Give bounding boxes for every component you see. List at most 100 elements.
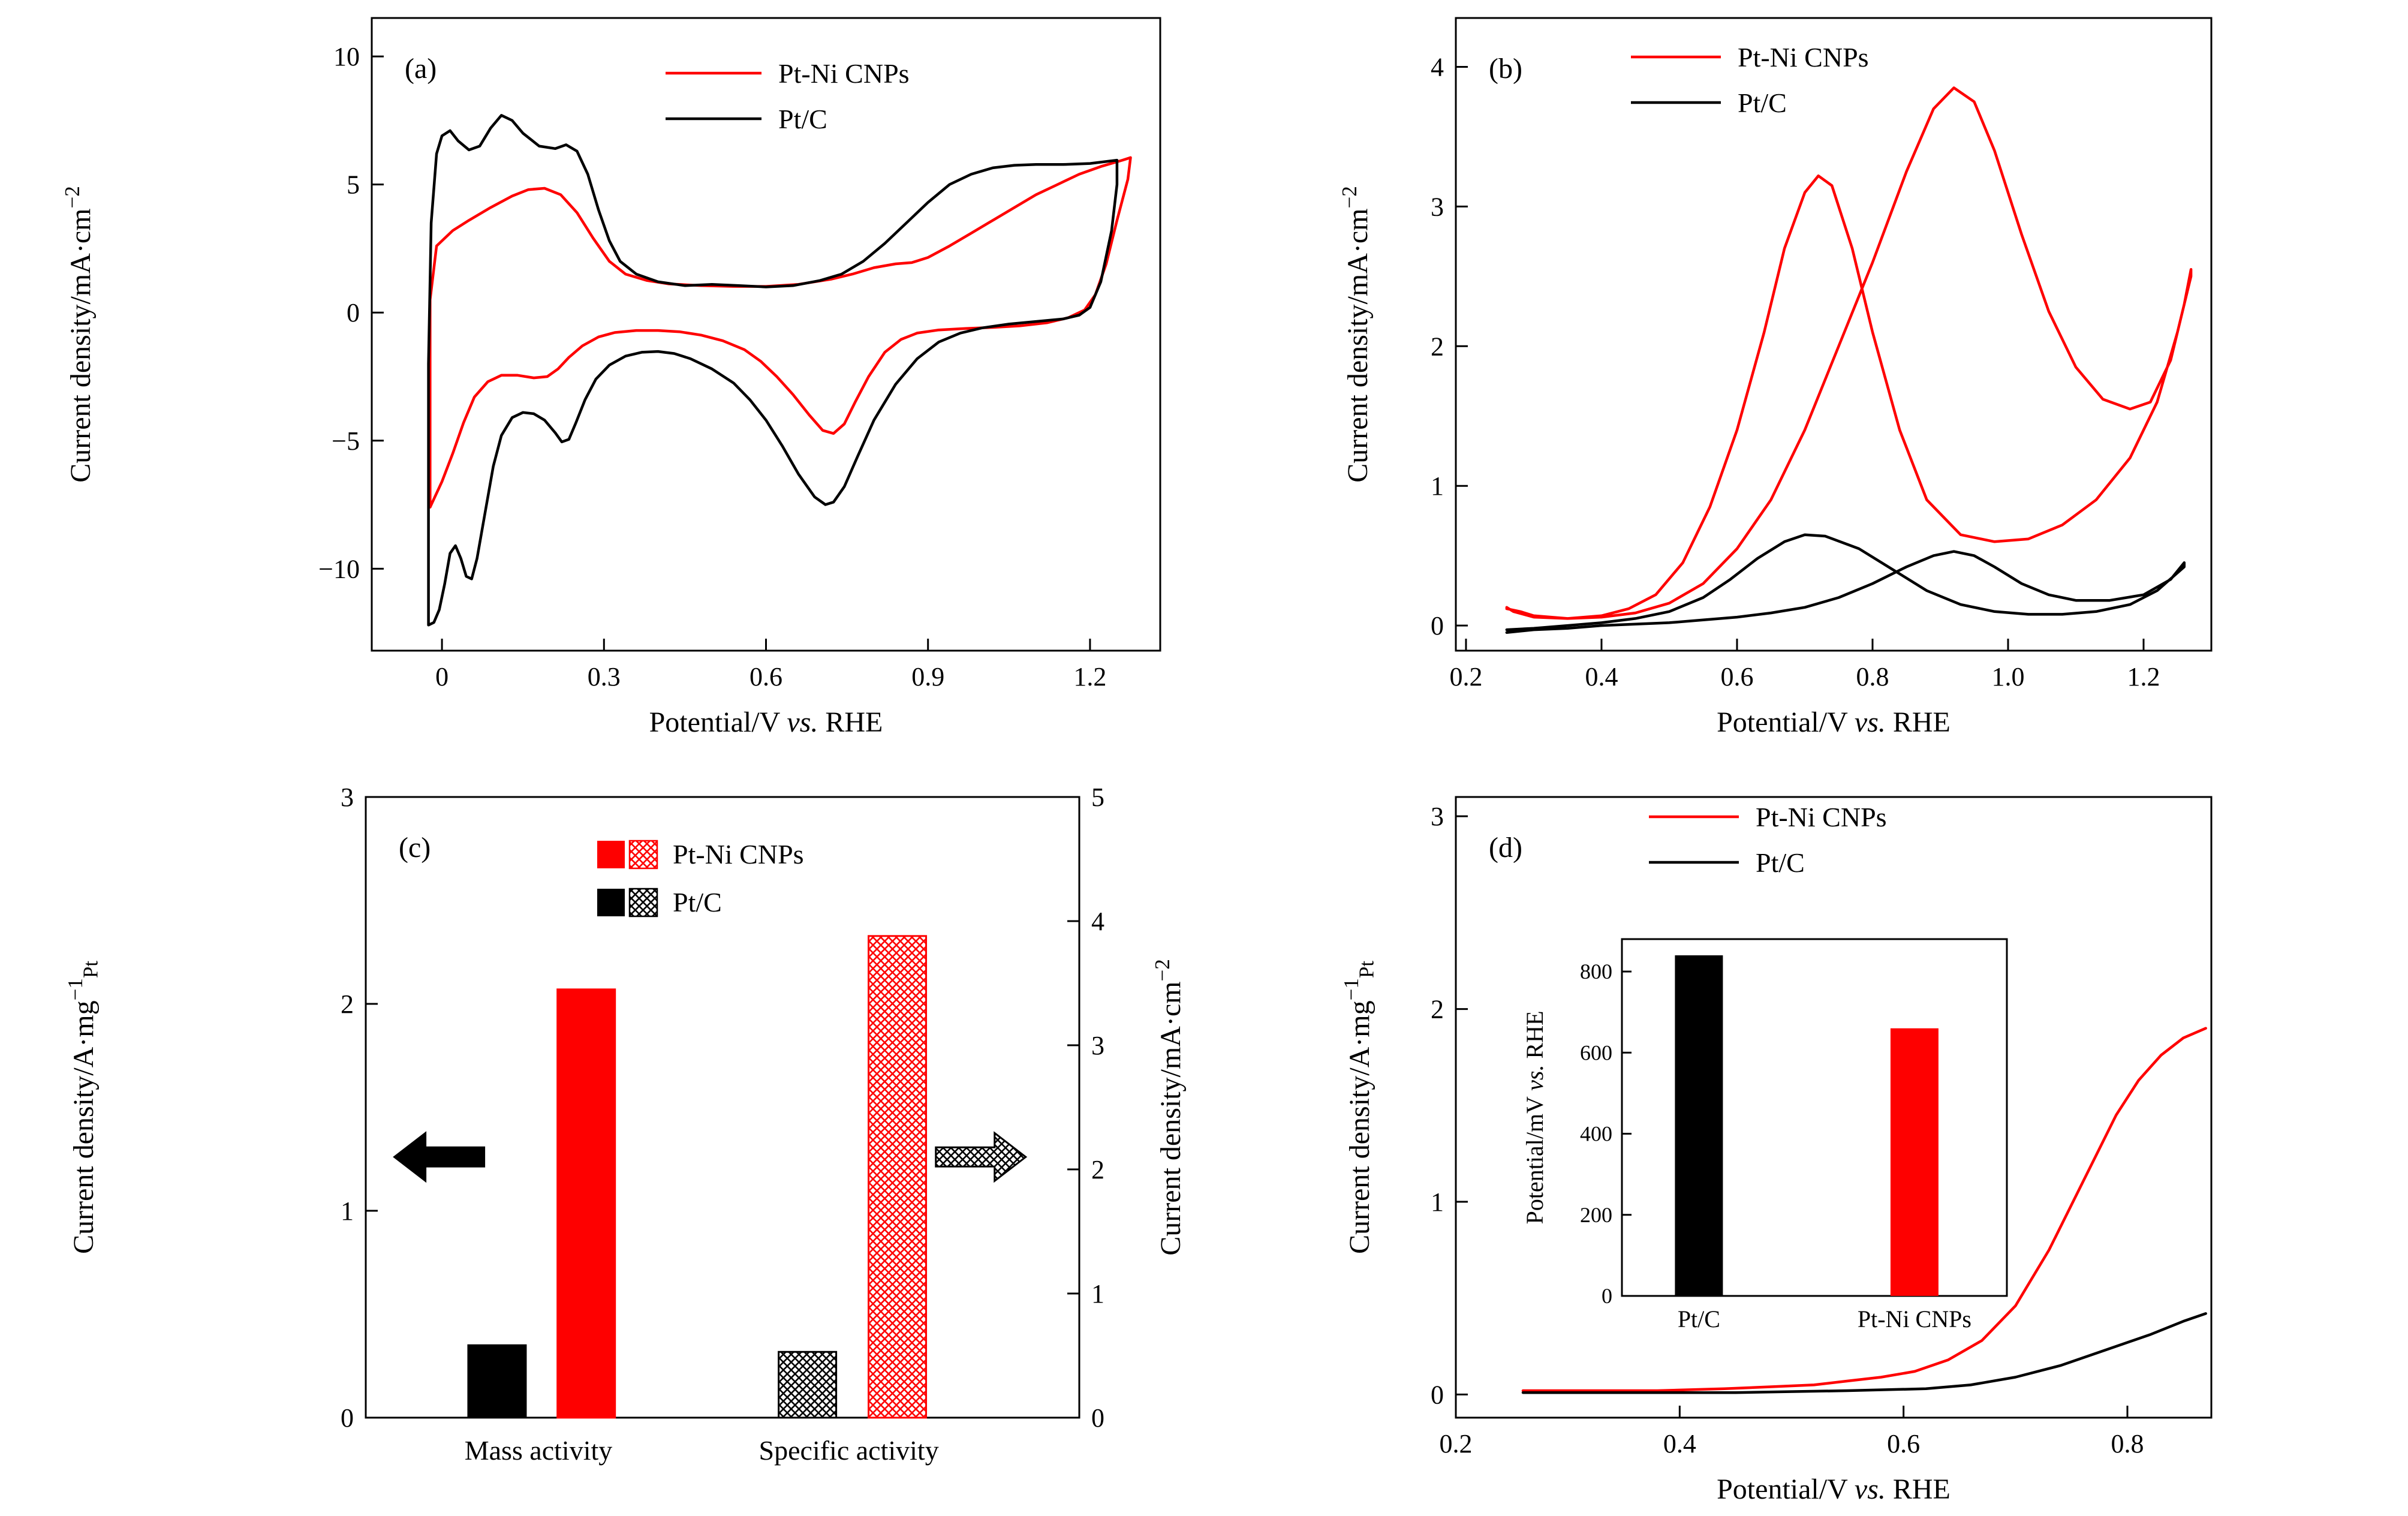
legend-label: Pt-Ni CNPs: [778, 58, 910, 89]
x-axis-label: Potential/V vs. RHE: [1717, 1473, 1951, 1505]
axes-frame: [371, 17, 1161, 652]
inset-y-tick-label: 800: [1580, 959, 1612, 983]
left-y-axis-label: Current density/A·mg−1Pt: [64, 961, 103, 1254]
axes-frame: [1455, 17, 2213, 652]
right-y-tick-label: 0: [1091, 1403, 1104, 1433]
legend-label: Pt-Ni CNPs: [1738, 42, 1869, 73]
right-y-tick-label: 1: [1091, 1279, 1104, 1309]
legend-swatch-solid-pt-c: [597, 889, 625, 916]
y-tick-label: 3: [1431, 802, 1444, 831]
panel-letter: (a): [405, 53, 437, 85]
x-tick-label: 0.8: [1856, 662, 1889, 691]
bar-specific-activity-pt-c: [778, 1350, 838, 1419]
y-tick-label: 0: [1431, 611, 1444, 640]
chart-d: (d) 0.2 0.4 0.6 0.8 0 1 2 3 Potential/V vs. RHE Cu…: [1340, 796, 2213, 1505]
left-y-tick-label: 2: [341, 989, 354, 1019]
left-y-tick-label: 0: [341, 1403, 354, 1433]
y-axis-label: Current density/mA·cm−2: [1338, 186, 1374, 483]
y-tick-label: 3: [1431, 192, 1444, 221]
series-line-pt-c: [427, 114, 1119, 627]
y-tick-label: −10: [318, 554, 360, 583]
chart-b: (b) 0.2 0.4 0.6 0.8 1.0 1.2 0 1 2 3 4 Potential/V vs…: [1338, 17, 2213, 738]
chart-a: (a) 0 0.3 0.6 0.9 1.2 −10 −5 0 5 10 Potential/V vs.…: [61, 17, 1161, 738]
y-tick-label: 2: [1431, 995, 1444, 1024]
x-tick-label: 0.6: [1887, 1429, 1920, 1458]
x-tick-label: 0.4: [1585, 662, 1618, 691]
inset-category-label: Pt-Ni CNPs: [1858, 1306, 1971, 1332]
legend-label: Pt-Ni CNPs: [673, 839, 804, 870]
x-tick-label: 1.0: [1991, 662, 2024, 691]
x-axis-label: Potential/V vs. RHE: [649, 706, 883, 738]
legend-swatch-hatch-pt-c: [628, 888, 658, 918]
series-line-pt-ni-cnps: [429, 156, 1132, 509]
bar-mass-activity-pt-c: [467, 1344, 527, 1419]
y-tick-label: 1: [1431, 471, 1444, 501]
inset-y-tick-label: 600: [1580, 1040, 1612, 1064]
x-tick-label: 1.2: [1073, 662, 1106, 691]
x-axis-label: Potential/V vs. RHE: [1717, 706, 1951, 738]
x-tick-label: 0.6: [1720, 662, 1753, 691]
left-y-tick-label: 3: [341, 783, 354, 812]
legend-swatch-solid-pt-ni-cnps: [597, 841, 625, 868]
x-tick-label: 1.2: [2127, 662, 2160, 691]
inset-y-tick-label: 0: [1602, 1284, 1612, 1308]
x-tick-label: 0.4: [1663, 1429, 1696, 1458]
y-tick-label: 4: [1431, 53, 1444, 82]
inset-y-tick-label: 400: [1580, 1122, 1612, 1146]
legend-label: Pt/C: [1738, 88, 1787, 118]
x-tick-label: 0.2: [1440, 1429, 1473, 1458]
bar-specific-activity-pt-ni-cnps: [868, 935, 928, 1419]
x-tick-label: 0.8: [2111, 1429, 2144, 1458]
y-axis-label: Current density/mA·cm−2: [61, 186, 97, 483]
panel-d-lsv-plot: (d) 0.2 0.4 0.6 0.8 0 1 2 3 Potential/V vs. RHE Cu…: [1204, 758, 2408, 1516]
legend-label: Pt/C: [1756, 847, 1805, 878]
y-tick-label: 0: [1431, 1380, 1444, 1409]
x-tick-label: 0.2: [1449, 662, 1482, 691]
axes-frame: [365, 796, 1080, 1419]
y-tick-label: −5: [332, 426, 360, 456]
y-tick-label: 10: [333, 42, 360, 71]
group-category-label: Mass activity: [465, 1435, 613, 1466]
group-category-label: Specific activity: [759, 1435, 939, 1466]
x-tick-label: 0: [435, 662, 449, 691]
inset-y-axis-label: Potential/mV vs. RHE: [1521, 1011, 1548, 1225]
x-tick-label: 0.6: [750, 662, 782, 691]
panel-c-activity-bars: (c) 0 1 2 3 0 1 2 3 4 5 Mass activity Specific activ…: [0, 758, 1204, 1516]
y-tick-label: 5: [347, 170, 360, 200]
series-line-pt-ni-cnps: [1521, 1027, 2207, 1392]
series-line-pt-ni-cnps: [1505, 86, 2193, 620]
y-tick-label: 0: [347, 298, 360, 327]
y-tick-label: 1: [1431, 1187, 1444, 1217]
left-axis-arrow: [393, 1131, 486, 1183]
panel-b-mor-plot: (b) 0.2 0.4 0.6 0.8 1.0 1.2 0 1 2 3 4 Potential/V vs…: [1204, 0, 2408, 758]
panel-letter: (d): [1489, 832, 1522, 864]
inset-y-tick-label: 200: [1580, 1203, 1612, 1227]
inset-bar-pt-ni-cnps: [1890, 1028, 1939, 1296]
right-axis-arrow: [935, 1131, 1028, 1183]
series-line-pt-c: [1505, 533, 2186, 634]
panel-letter: (c): [399, 832, 431, 864]
right-y-tick-label: 3: [1091, 1031, 1104, 1060]
right-y-tick-label: 5: [1091, 783, 1104, 812]
right-y-tick-label: 2: [1091, 1155, 1104, 1184]
bar-mass-activity-pt-ni-cnps: [556, 988, 616, 1419]
y-tick-label: 2: [1431, 332, 1444, 361]
x-tick-label: 0.9: [911, 662, 944, 691]
left-y-tick-label: 1: [341, 1196, 354, 1226]
legend-label: Pt/C: [673, 887, 722, 918]
y-axis-label: Current density/A·mg−1Pt: [1340, 961, 1378, 1254]
right-y-axis-label: Current density/mA·cm−2: [1151, 959, 1187, 1256]
x-tick-label: 0.3: [588, 662, 621, 691]
panel-a-cv-plot: (a) 0 0.3 0.6 0.9 1.2 −10 −5 0 5 10 Potential/V vs.…: [0, 0, 1204, 758]
panel-letter: (b): [1489, 53, 1522, 85]
series-line-pt-c: [1521, 1312, 2207, 1394]
inset-category-label: Pt/C: [1678, 1306, 1720, 1332]
legend-swatch-hatch-pt-ni-cnps: [628, 840, 658, 870]
axes-frame: [1455, 796, 2213, 1419]
chart-c: (c) 0 1 2 3 0 1 2 3 4 5 Mass activity Specific activ…: [64, 783, 1187, 1466]
legend-label: Pt/C: [778, 104, 827, 134]
right-y-tick-label: 4: [1091, 907, 1104, 936]
legend-label: Pt-Ni CNPs: [1756, 802, 1887, 832]
inset-bar-pt-c: [1675, 955, 1723, 1296]
